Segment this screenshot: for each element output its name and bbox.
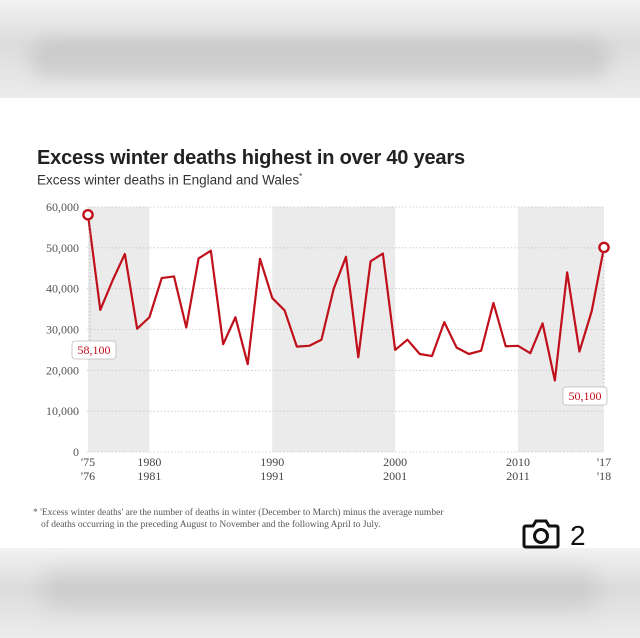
camera-icon xyxy=(522,519,560,554)
y-tick-label: 50,000 xyxy=(46,241,79,255)
chart-subtitle-text: Excess winter deaths in England and Wale… xyxy=(37,172,300,188)
chart-title: Excess winter deaths highest in over 40 … xyxy=(37,147,465,169)
y-tick-label: 0 xyxy=(73,445,79,459)
x-tick-label: '76 xyxy=(81,469,95,483)
x-tick-label: 1981 xyxy=(137,469,161,483)
annotation-box xyxy=(71,340,117,360)
y-tick-label: 60,000 xyxy=(46,200,79,214)
annotation-label: 58,100 xyxy=(78,343,111,357)
x-tick-label: 1980 xyxy=(137,455,161,469)
chart-footnote: * 'Excess winter deaths' are the number … xyxy=(33,507,513,531)
y-tick-label: 30,000 xyxy=(46,323,79,337)
y-tick-label: 40,000 xyxy=(46,282,79,296)
x-tick-label: 2000 xyxy=(383,455,407,469)
footnote-line-1: * 'Excess winter deaths' are the number … xyxy=(33,508,444,518)
x-tick-label: '18 xyxy=(597,469,611,483)
blurred-background-top xyxy=(0,0,640,98)
blurred-background-bottom xyxy=(0,548,640,638)
annotation-box xyxy=(562,386,608,406)
x-tick-label: '17 xyxy=(597,455,611,469)
subtitle-footnote-marker: * xyxy=(299,172,303,181)
grid-lines xyxy=(87,206,605,453)
photo-count: 2 xyxy=(570,520,586,551)
endpoint-marker xyxy=(598,241,610,254)
y-tick-label: 10,000 xyxy=(46,404,79,418)
x-tick-label: 2011 xyxy=(506,469,530,483)
chart-subtitle: Excess winter deaths in England and Wale… xyxy=(37,172,302,188)
y-axis-ticks: 0 10,000 20,000 30,000 40,000 50,000 60,000 xyxy=(46,200,79,459)
photo-counter[interactable]: 2 xyxy=(522,516,586,556)
x-tick-label: '75 xyxy=(81,455,95,469)
x-tick-label: 2001 xyxy=(383,469,407,483)
annotation-label: 50,100 xyxy=(569,389,602,403)
series-line xyxy=(86,213,606,382)
x-tick-label: 1991 xyxy=(260,469,284,483)
footnote-line-2: of deaths occurring in the preceding Aug… xyxy=(41,520,381,530)
y-tick-label: 20,000 xyxy=(46,363,79,377)
annotations: 58,100 50,100 xyxy=(71,219,608,406)
x-tick-label: 1990 xyxy=(260,455,284,469)
series-group xyxy=(82,208,610,382)
x-tick-label: 2010 xyxy=(506,455,530,469)
endpoint-marker xyxy=(82,208,94,221)
